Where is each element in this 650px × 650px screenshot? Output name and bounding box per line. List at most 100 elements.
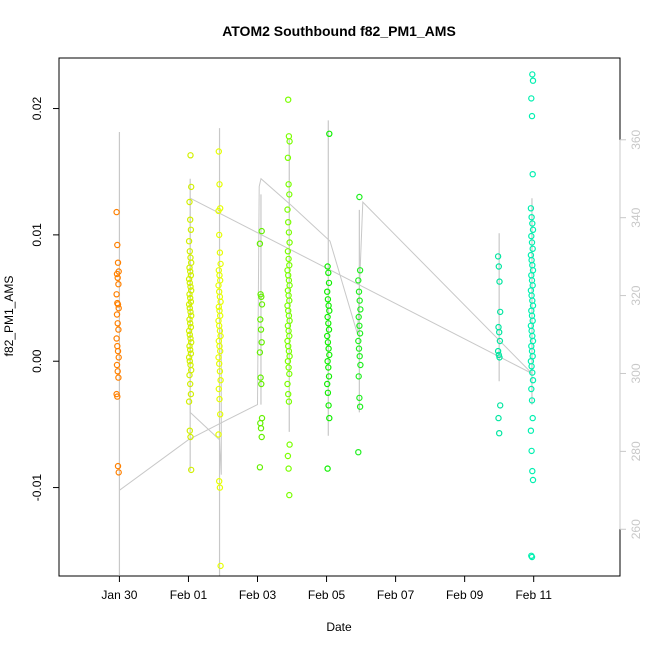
data-point: [357, 361, 364, 369]
data-point: [186, 216, 194, 223]
data-point: [186, 316, 193, 323]
data-point: [285, 181, 292, 188]
data-point: [186, 342, 193, 350]
data-point: [186, 371, 193, 379]
y-axis: -0.01 0.00 0.01 0.02: [30, 97, 59, 502]
data-point: [355, 277, 362, 284]
data-point: [285, 465, 292, 472]
data-point: [114, 241, 121, 249]
data-point: [187, 283, 194, 290]
data-point: [113, 311, 121, 318]
data-point: [187, 308, 194, 316]
data-point: [326, 414, 333, 422]
data-point: [285, 255, 292, 263]
data-point: [356, 353, 363, 360]
data-point: [527, 322, 535, 329]
data-point: [187, 466, 195, 474]
data-point: [215, 354, 222, 361]
data-point: [528, 213, 535, 221]
data-point: [528, 95, 535, 102]
data-point: [258, 433, 265, 441]
x-tick-label: Feb 05: [308, 588, 346, 602]
data-point: [356, 330, 364, 337]
data-point: [113, 270, 121, 278]
data-point: [528, 385, 535, 393]
data-point: [529, 226, 537, 233]
data-point: [529, 71, 536, 78]
data-point: [494, 253, 502, 260]
data-point: [113, 361, 121, 369]
data-point: [528, 307, 535, 314]
data-point: [324, 389, 332, 396]
data-point: [325, 345, 332, 352]
data-point: [185, 301, 193, 308]
data-point: [496, 329, 503, 336]
data-point: [215, 303, 222, 311]
data-point: [114, 368, 121, 375]
data-point: [355, 337, 362, 345]
data-point: [324, 288, 331, 295]
data-point: [286, 491, 293, 499]
data-point: [257, 316, 264, 323]
x-axis-label: Date: [326, 620, 352, 634]
data-point: [258, 227, 265, 235]
data-point: [325, 269, 332, 276]
data-point: [187, 152, 194, 159]
data-point: [355, 288, 363, 295]
y-tick-label: -0.01: [30, 474, 44, 502]
data-point: [187, 287, 195, 294]
track-layer: [118, 120, 533, 576]
data-point: [216, 249, 224, 256]
data-point: [115, 469, 122, 476]
data-point: [113, 291, 120, 298]
data-point: [216, 312, 224, 319]
data-point: [285, 96, 292, 103]
data-point: [357, 306, 364, 313]
y-tick-label: 0.00: [30, 349, 44, 373]
data-point: [285, 229, 293, 236]
data-point: [355, 313, 362, 321]
data-point: [285, 272, 292, 279]
data-point: [115, 305, 122, 312]
data-point: [285, 292, 292, 299]
data-point: [185, 327, 193, 335]
data-point: [527, 251, 535, 259]
data-point: [215, 360, 223, 367]
data-point: [215, 207, 222, 215]
data-point: [326, 351, 333, 359]
data-point: [494, 347, 502, 355]
data-point: [114, 274, 121, 281]
points-layer: [113, 71, 537, 570]
data-point: [496, 430, 503, 437]
data-point: [215, 478, 223, 485]
data-point: [186, 291, 193, 298]
y2-tick-label: 300: [629, 363, 643, 383]
data-point: [187, 390, 195, 398]
data-point: [187, 339, 195, 346]
data-point: [257, 419, 264, 427]
x-tick-label: Feb 09: [446, 588, 484, 602]
data-point: [215, 231, 223, 239]
data-point: [216, 347, 224, 355]
data-point: [324, 332, 331, 340]
data-point: [286, 441, 293, 448]
data-point: [356, 193, 363, 201]
data-point: [216, 395, 223, 403]
data-point: [285, 398, 293, 405]
data-point: [113, 335, 120, 342]
data-point: [324, 263, 331, 270]
data-point: [529, 77, 537, 84]
data-point: [324, 358, 331, 365]
data-point: [285, 307, 292, 314]
x-tick-label: Feb 01: [170, 588, 208, 602]
data-point: [186, 264, 193, 271]
data-point: [115, 281, 122, 288]
data-point: [284, 154, 292, 161]
data-point: [114, 320, 121, 327]
data-point: [355, 449, 362, 456]
data-point: [217, 562, 224, 570]
data-point: [324, 465, 331, 472]
data-point: [216, 368, 224, 375]
data-point: [215, 431, 222, 438]
data-point: [326, 130, 333, 137]
